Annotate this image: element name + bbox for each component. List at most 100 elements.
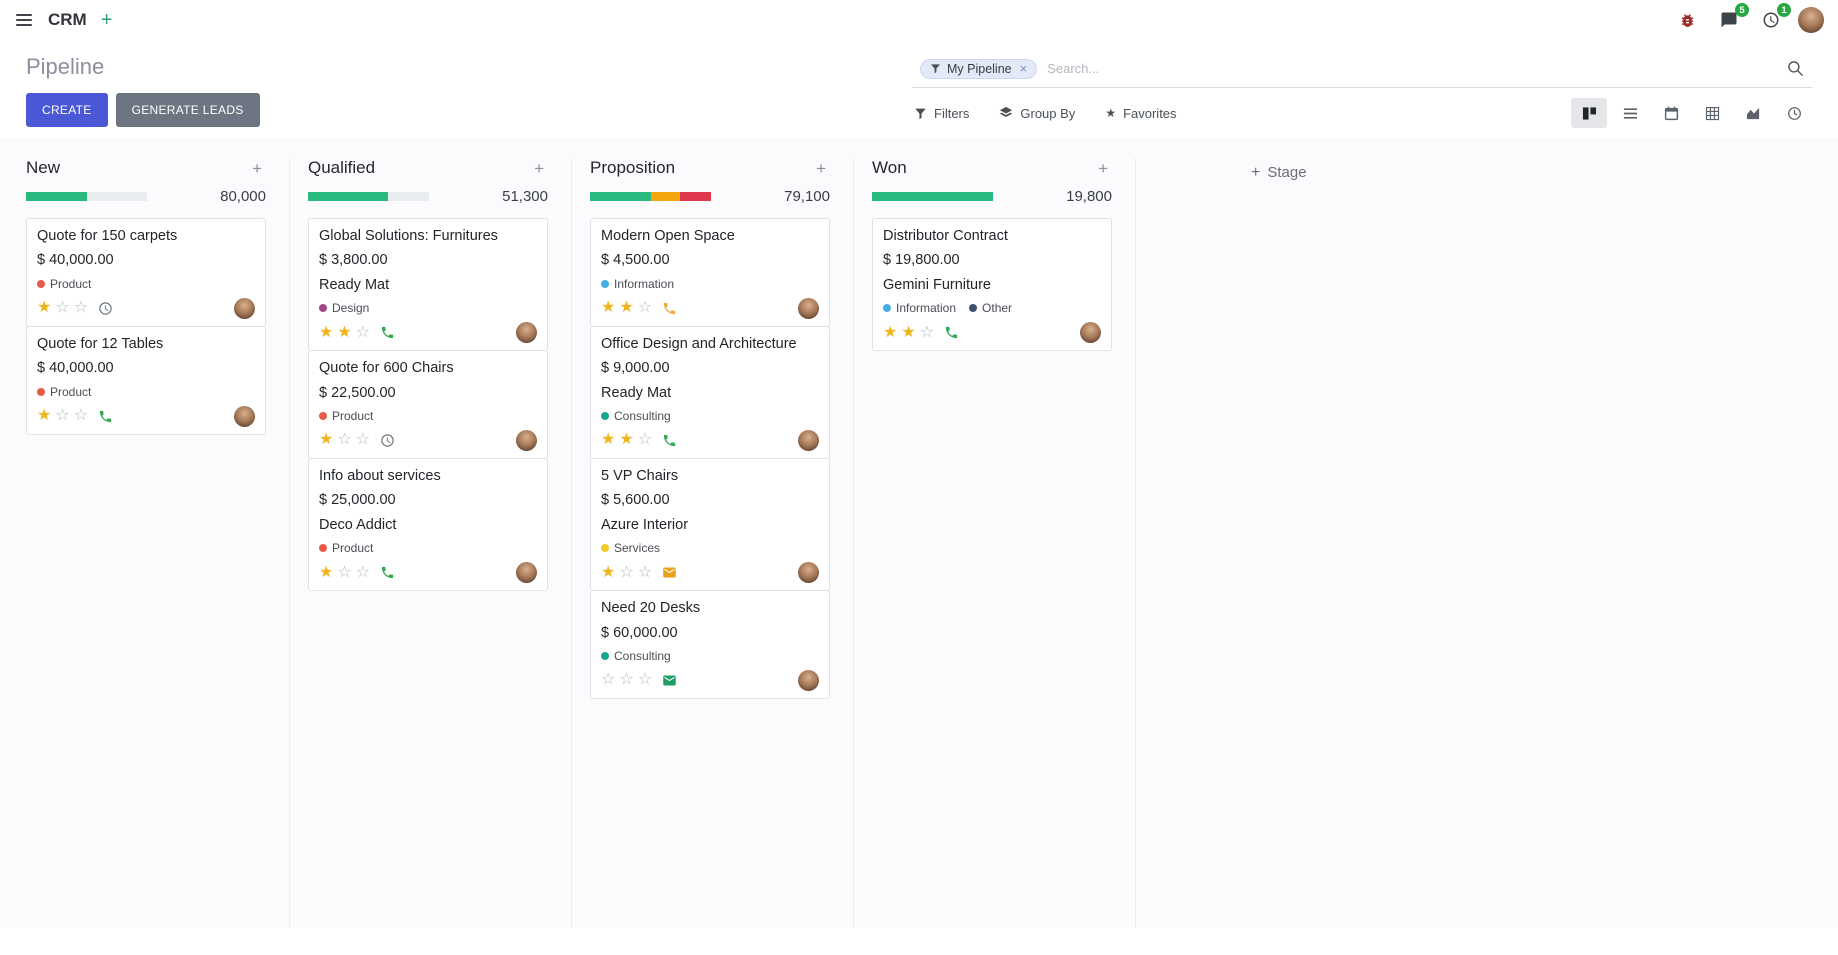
progress-segment-success[interactable] (872, 192, 993, 201)
priority-star[interactable]: ☆ (637, 671, 653, 689)
search-facet[interactable]: My Pipeline × (920, 58, 1038, 79)
generate-leads-button[interactable]: GENERATE LEADS (115, 93, 260, 128)
priority-star[interactable]: ☆ (601, 671, 616, 689)
priority-star[interactable]: ☆ (919, 323, 935, 341)
phone-icon[interactable] (380, 565, 395, 580)
create-button[interactable]: CREATE (26, 93, 108, 128)
priority-star[interactable]: ★ (901, 323, 916, 341)
salesperson-avatar[interactable] (798, 562, 819, 584)
add-tab-icon[interactable]: + (95, 8, 119, 32)
column-quick-add-icon[interactable]: + (530, 160, 548, 177)
priority-star[interactable]: ☆ (637, 299, 653, 317)
salesperson-avatar[interactable] (798, 429, 819, 451)
search-input[interactable] (1037, 59, 1783, 78)
kanban-card[interactable]: Info about services $ 25,000.00 Deco Add… (308, 457, 548, 592)
priority-star[interactable]: ★ (337, 323, 352, 341)
priority-star[interactable]: ☆ (337, 563, 352, 581)
activity-view-button[interactable] (1776, 98, 1812, 128)
bug-icon[interactable] (1673, 8, 1702, 33)
activities-clock-icon[interactable]: 1 (1756, 3, 1791, 33)
phone-icon[interactable] (98, 409, 113, 424)
phone-icon[interactable] (662, 301, 677, 316)
add-stage-button[interactable]: + Stage (1251, 158, 1307, 184)
priority-star[interactable]: ★ (37, 299, 52, 317)
priority-star[interactable]: ☆ (355, 563, 371, 581)
priority-star[interactable]: ☆ (73, 407, 89, 425)
priority-star[interactable]: ★ (619, 299, 634, 317)
column-quick-add-icon[interactable]: + (248, 160, 266, 177)
search-icon[interactable] (1783, 58, 1808, 79)
column-header: Won + (872, 158, 1112, 178)
group-by-button[interactable]: Group By (997, 102, 1077, 125)
priority-star[interactable]: ☆ (619, 671, 634, 689)
filters-button[interactable]: Filters (912, 102, 971, 125)
priority-star[interactable]: ☆ (637, 563, 653, 581)
kanban-card[interactable]: Global Solutions: Furnitures $ 3,800.00 … (308, 218, 548, 352)
salesperson-avatar[interactable] (516, 322, 537, 344)
clock-icon[interactable] (380, 433, 395, 448)
salesperson-avatar[interactable] (1080, 322, 1101, 344)
app-name[interactable]: CRM (48, 10, 87, 29)
kanban-card[interactable]: Modern Open Space $ 4,500.00 Information… (590, 218, 830, 327)
kanban-view-button[interactable] (1571, 98, 1607, 128)
messages-icon[interactable]: 5 (1714, 3, 1749, 33)
column-quick-add-icon[interactable]: + (812, 160, 830, 177)
phone-icon[interactable] (944, 325, 959, 340)
salesperson-avatar[interactable] (516, 429, 537, 451)
phone-icon[interactable] (662, 433, 677, 448)
priority-star[interactable]: ★ (601, 563, 616, 581)
priority-star[interactable]: ★ (601, 431, 616, 449)
list-view-button[interactable] (1612, 98, 1648, 128)
priority-star[interactable]: ☆ (355, 323, 371, 341)
clock-icon[interactable] (98, 301, 113, 316)
kanban-card[interactable]: Quote for 150 carpets $ 40,000.00 Produc… (26, 218, 266, 327)
envelope-icon[interactable] (662, 565, 677, 580)
priority-star[interactable]: ★ (319, 431, 334, 449)
kanban-card[interactable]: Office Design and Architecture $ 9,000.0… (590, 325, 830, 459)
progress-segment-success[interactable] (590, 192, 651, 201)
column-progressbar[interactable] (26, 192, 147, 201)
progress-segment-success[interactable] (308, 192, 388, 201)
priority-star[interactable]: ★ (37, 407, 52, 425)
kanban-card[interactable]: Distributor Contract $ 19,800.00 Gemini … (872, 218, 1112, 352)
card-amount: $ 40,000.00 (37, 252, 114, 269)
priority-star[interactable]: ★ (319, 563, 334, 581)
salesperson-avatar[interactable] (798, 669, 819, 691)
priority-star[interactable]: ★ (619, 431, 634, 449)
salesperson-avatar[interactable] (234, 405, 255, 427)
salesperson-avatar[interactable] (234, 297, 255, 319)
facet-remove-icon[interactable]: × (1019, 61, 1028, 76)
progress-segment-warning[interactable] (650, 192, 680, 201)
favorites-button[interactable]: ★ Favorites (1103, 102, 1178, 125)
calendar-view-button[interactable] (1653, 98, 1689, 128)
column-progressbar[interactable] (872, 192, 993, 201)
apps-menu-icon[interactable] (10, 10, 38, 30)
priority-star[interactable]: ☆ (337, 431, 352, 449)
column-quick-add-icon[interactable]: + (1094, 160, 1112, 177)
priority-star[interactable]: ☆ (619, 563, 634, 581)
kanban-card[interactable]: Quote for 12 Tables $ 40,000.00 Product … (26, 325, 266, 435)
progress-segment-danger[interactable] (679, 192, 711, 201)
salesperson-avatar[interactable] (516, 562, 537, 584)
priority-star[interactable]: ☆ (73, 299, 89, 317)
kanban-card[interactable]: Quote for 600 Chairs $ 22,500.00 Product… (308, 350, 548, 459)
column-progressbar[interactable] (308, 192, 429, 201)
tag-label: Information (896, 301, 957, 316)
priority-star[interactable]: ☆ (55, 407, 70, 425)
priority-star[interactable]: ☆ (637, 431, 653, 449)
envelope-icon[interactable] (662, 673, 677, 688)
graph-view-button[interactable] (1735, 98, 1771, 128)
progress-segment-success[interactable] (26, 192, 87, 201)
priority-star[interactable]: ★ (601, 299, 616, 317)
kanban-card[interactable]: 5 VP Chairs $ 5,600.00 Azure Interior Se… (590, 457, 830, 592)
kanban-card[interactable]: Need 20 Desks $ 60,000.00 Consulting ☆ ☆ ☆ (590, 590, 830, 699)
user-avatar[interactable] (1798, 7, 1824, 33)
priority-star[interactable]: ☆ (55, 299, 70, 317)
priority-star[interactable]: ★ (319, 323, 334, 341)
phone-icon[interactable] (380, 325, 395, 340)
priority-star[interactable]: ☆ (355, 431, 371, 449)
column-progressbar[interactable] (590, 192, 711, 201)
priority-star[interactable]: ★ (883, 323, 898, 341)
salesperson-avatar[interactable] (798, 297, 819, 319)
pivot-view-button[interactable] (1694, 98, 1730, 128)
